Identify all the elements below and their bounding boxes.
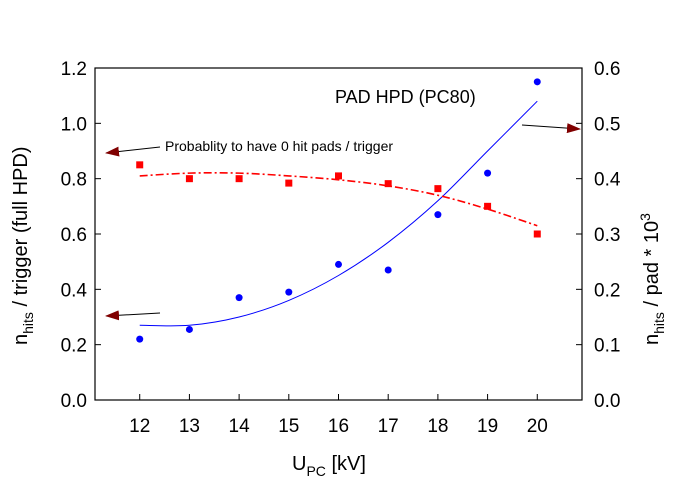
arrow-left-blue [105,310,161,321]
data-point-blue [533,78,541,86]
data-point-red [136,161,144,169]
y-axis-right-title-sub: hits [651,312,667,334]
data-point-red [434,185,442,193]
x-tick-label: 16 [328,416,349,437]
x-ticks: 12 13 14 15 16 17 18 19 20 [129,394,548,437]
y-right-tick-label: 0.3 [594,225,620,246]
arrow-right-red [521,123,581,134]
data-point-blue [484,169,492,177]
y-axis-right-title-main: n [641,334,663,345]
y-left-tick-label: 0.8 [61,170,87,191]
x-tick-label: 13 [179,416,200,437]
x-tick-label: 18 [427,416,448,437]
y-right-tick-label: 0.5 [594,114,620,135]
y-left-tick-label: 0.0 [61,391,87,412]
arrow-annotation [105,146,161,157]
data-point-blue [434,211,442,219]
x-tick-label: 17 [378,416,399,437]
data-point-red [235,175,243,183]
y-left-tick-label: 0.2 [61,336,87,357]
x-tick-label: 20 [527,416,548,437]
fit-curves [139,100,538,327]
plot-frame [94,67,583,401]
x-tick-label: 12 [129,416,150,437]
y-axis-right-title-sup: 3 [637,213,653,221]
data-point-red [384,180,392,188]
y-right-tick-label: 0.0 [594,391,620,412]
x-tick-label: 19 [477,416,498,437]
y-right-tick-label: 0.1 [594,336,620,357]
data-point-red [484,202,492,210]
data-point-blue [384,266,392,274]
data-point-red [533,230,541,238]
y-left-tick-label: 1.2 [61,59,87,80]
data-points [136,78,541,343]
y-axis-right-title-rest: / pad * 10 [641,221,663,312]
data-point-blue [285,288,293,296]
y-left-tick-label: 0.4 [61,280,88,301]
annotation-label: Probablity to have 0 hit pads / trigger [165,138,393,154]
y-right-tick-label: 0.6 [594,59,620,80]
data-point-blue [185,325,193,333]
data-point-red [285,179,293,187]
x-axis-title-rest: [kV] [326,453,366,475]
data-point-blue [136,335,144,343]
data-point-red [335,172,342,180]
data-point-red [185,175,193,183]
y-right-tick-label: 0.2 [594,280,620,301]
y-left-tick-label: 0.6 [61,225,87,246]
x-tick-label: 14 [229,416,251,437]
y-axis-left-title-rest: / trigger (full HPD) [10,146,32,312]
x-axis-title-main: U [292,453,306,475]
chart-title: PAD HPD (PC80) [335,87,476,107]
y-ticks-right: 0.0 0.1 0.2 0.3 0.4 0.5 0.6 [576,59,621,412]
data-point-blue [335,260,342,268]
fit-curve-blue [139,100,538,327]
y-ticks-left: 0.0 0.2 0.4 0.6 0.8 1.0 1.2 [61,59,101,412]
y-right-tick-label: 0.4 [594,170,621,191]
y-axis-right-title: nhits / pad * 103 [637,213,667,345]
y-axis-left-title: nhits / trigger (full HPD) [10,146,36,345]
y-axis-left-title-sub: hits [20,312,36,334]
data-point-blue [235,294,243,302]
y-left-tick-label: 1.0 [61,114,87,135]
fit-curve-red [139,171,538,227]
y-axis-left-title-main: n [10,334,32,345]
x-axis-title-sub: PC [306,463,325,479]
x-tick-label: 15 [278,416,299,437]
x-axis-title: UPC [kV] [292,453,366,479]
